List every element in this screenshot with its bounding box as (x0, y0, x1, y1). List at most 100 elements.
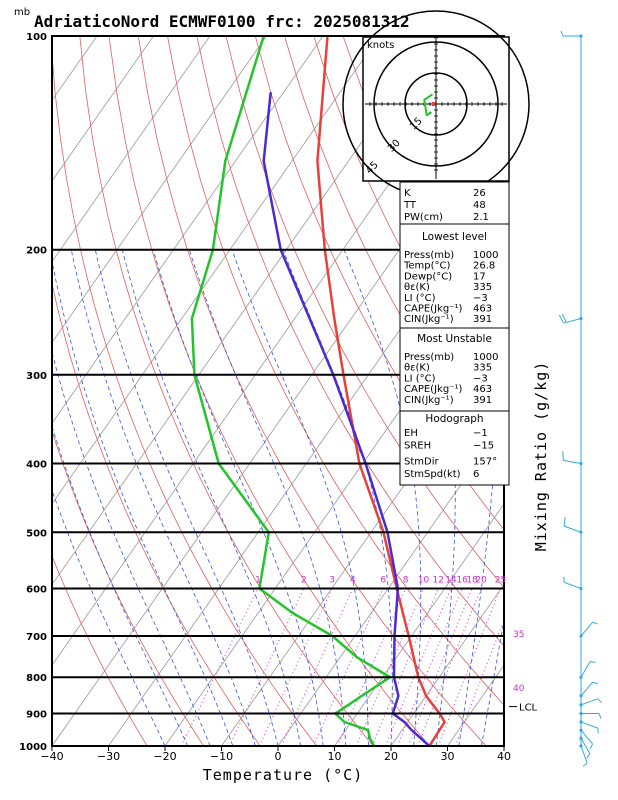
table-row-name: Press(mb) (404, 352, 454, 363)
wind-barb-staff (580, 721, 599, 729)
x-tick-label: −10 (210, 750, 233, 763)
indices-table: K 26 TT 48 PW(cm) 2.1 Lowest level Press(mb) 100… (399, 181, 510, 486)
moist-adiabat-line (94, 249, 279, 746)
table-section-title: Most Unstable (417, 333, 492, 345)
moist-adiabat-line (152, 249, 324, 746)
dry-adiabat-line (52, 554, 148, 746)
mixing-ratio-label: 4 (350, 575, 356, 585)
x-tick-label: −30 (97, 750, 120, 763)
table-row-value: 6 (473, 469, 479, 480)
dry-adiabat-line (577, 36, 618, 746)
isotherm-line (561, 36, 618, 746)
hodograph-units-label: knots (367, 40, 394, 51)
isotherm-line (277, 422, 504, 746)
mixing-ratio-label: 8 (403, 575, 409, 585)
mixing-ratio-line (417, 588, 482, 746)
dry-adiabat-line (606, 36, 618, 746)
wind-barb-flag (597, 698, 602, 704)
table-row-value: 391 (473, 314, 492, 325)
table-row-value: 157° (473, 457, 497, 468)
indices-table-box (399, 181, 510, 486)
y-tick-label: 200 (26, 246, 47, 257)
x-axis-title: Temperature (°C) (203, 766, 364, 784)
table-row-name: CAPE(Jkg⁻¹) (404, 304, 462, 315)
table-row-value: 1000 (473, 250, 498, 261)
table-row-name: Press(mb) (404, 250, 454, 261)
mixing-ratio-label: 12 (433, 575, 444, 585)
wind-barb-flag (598, 713, 602, 719)
table-row-name: CAPE(Jkg⁻¹) (404, 384, 462, 395)
table-row-name: StmSpd(kt) (404, 469, 461, 480)
x-tick-label: 0 (275, 750, 282, 763)
table-row-value: 463 (473, 304, 492, 315)
dry-adiabat-line (548, 36, 618, 746)
table-row-name: CIN(Jkg⁻¹) (404, 314, 454, 325)
moist-adiabat-line (52, 259, 234, 746)
mixing-ratio-label: 25 (495, 575, 506, 585)
moist-adiabat-line (52, 351, 211, 746)
table-row-name: Temp(°C) (403, 261, 451, 272)
index-name: TT (403, 200, 417, 211)
table-row-name: LI (°C) (404, 293, 436, 304)
isotherm-line (334, 503, 504, 746)
isotherm-line (52, 36, 437, 586)
wind-barb-staff (580, 745, 588, 764)
wind-barb-flag (558, 314, 565, 324)
x-tick-label: −20 (153, 750, 176, 763)
x-tick-label: 20 (384, 750, 398, 763)
y-tick-label: 800 (26, 673, 47, 684)
isotherm-line (52, 36, 324, 424)
table-row-name: θε(K) (404, 363, 430, 374)
dry-adiabat-line (108, 36, 431, 746)
x-tick-label: 30 (441, 750, 455, 763)
dry-adiabat-line (52, 48, 318, 746)
mixing-ratio-label: 3 (329, 575, 335, 585)
y-tick-label: 700 (26, 632, 47, 643)
index-name: K (404, 188, 411, 199)
x-tick-label: 40 (497, 750, 511, 763)
wind-barbs (558, 30, 602, 767)
wind-barb-staff (580, 681, 593, 697)
table-row-name: StmDir (404, 457, 439, 468)
storm-motion-marker (432, 102, 436, 106)
isotherm-line (52, 36, 154, 182)
table-row-value: 335 (473, 363, 492, 374)
dry-adiabat-line (254, 36, 504, 531)
table-row-name: SREH (404, 440, 431, 451)
table-section-title: Hodograph (425, 413, 483, 425)
dry-adiabat-line (52, 282, 261, 746)
y-tick-label: 300 (26, 371, 47, 382)
dry-adiabat-line (196, 36, 504, 647)
index-value: 2.1 (473, 212, 489, 223)
wind-barb-flag (561, 314, 567, 323)
mixing-ratio-label: 20 (475, 575, 487, 585)
wind-barb-flag (582, 762, 588, 767)
isotherm-line (52, 36, 211, 263)
table-row-value: 26.8 (473, 261, 495, 272)
moist-adiabat-line (231, 249, 369, 746)
table-row-value: −15 (473, 440, 494, 451)
table-row-value: −3 (473, 373, 488, 384)
mixing-ratio-line (180, 588, 259, 746)
pressure-unit-label: mb (14, 7, 30, 18)
dry-adiabat-line (225, 36, 504, 589)
isotherm-line (108, 180, 504, 746)
table-row-value: −1 (473, 428, 488, 439)
table-row-value: 1000 (473, 352, 498, 363)
wind-barb-flag (586, 753, 591, 759)
table-row-name: CIN(Jkg⁻¹) (404, 395, 454, 406)
mixing-ratio-label: 6 (380, 575, 386, 585)
isotherm-line (52, 36, 380, 505)
wind-barb-staff (580, 737, 591, 755)
theta-label: 35 (513, 630, 524, 640)
mixing-ratio-label: 1 (255, 575, 261, 585)
x-tick-label: −40 (40, 750, 63, 763)
page-title: AdriaticoNord ECMWF0100 frc: 2025081312 (34, 12, 410, 31)
dry-adiabat-line (167, 36, 504, 706)
parcel-profile-line (262, 92, 431, 746)
table-row-value: 463 (473, 384, 492, 395)
dry-adiabat-line (79, 36, 374, 746)
